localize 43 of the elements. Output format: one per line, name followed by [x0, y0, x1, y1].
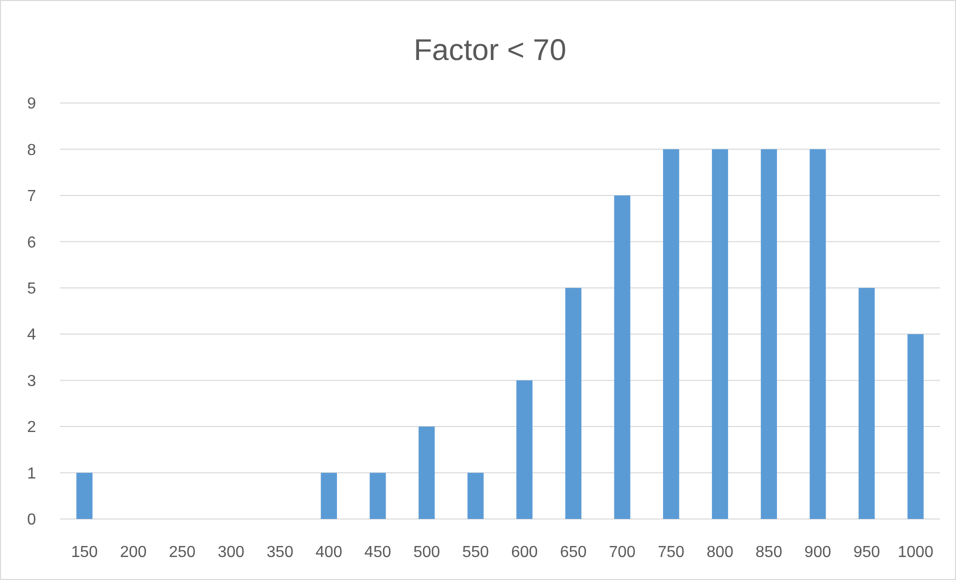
x-tick-label: 650	[560, 544, 587, 561]
bar	[418, 426, 435, 519]
bar	[320, 472, 337, 519]
x-tick-label: 200	[120, 544, 147, 561]
bar	[76, 472, 93, 519]
bar	[614, 195, 630, 519]
x-tick-label: 500	[413, 544, 440, 561]
x-tick-label: 250	[168, 544, 196, 561]
x-tick-label: 800	[706, 544, 734, 561]
x-tick-label: 350	[266, 544, 294, 561]
bar	[565, 288, 582, 519]
x-tick-label: 550	[462, 544, 489, 561]
x-tick-label: 300	[218, 544, 245, 561]
y-tick-label: 1	[27, 465, 36, 482]
y-tick-label: 9	[27, 96, 36, 113]
y-tick-label: 0	[27, 512, 36, 529]
x-tick-label: 950	[853, 544, 880, 561]
y-tick-label: 7	[27, 188, 36, 206]
chart-title: Factor < 70	[414, 34, 566, 67]
x-tick-label: 400	[316, 544, 342, 561]
y-tick-label: 6	[27, 234, 36, 252]
x-tick-label: 900	[804, 544, 832, 561]
bar	[370, 472, 386, 519]
bar	[858, 288, 875, 519]
bar	[760, 149, 777, 519]
bar	[907, 334, 924, 519]
x-tick-label: 850	[756, 544, 782, 561]
y-tick-label: 4	[27, 326, 36, 344]
bar	[810, 149, 826, 519]
x-tick-label: 150	[71, 544, 98, 561]
y-tick-label: 2	[27, 419, 36, 436]
bar	[712, 149, 728, 519]
x-tick-label: 700	[608, 544, 636, 561]
x-tick-label: 750	[658, 544, 685, 561]
bar	[467, 472, 484, 519]
y-tick-label: 3	[27, 372, 36, 390]
x-tick-label: 600	[511, 544, 538, 561]
y-tick-label: 5	[27, 280, 36, 298]
x-tick-label: 1000	[898, 544, 934, 561]
bar	[516, 380, 533, 519]
bar	[663, 149, 680, 519]
y-tick-label: 8	[27, 142, 36, 159]
x-tick-label: 450	[364, 544, 392, 561]
